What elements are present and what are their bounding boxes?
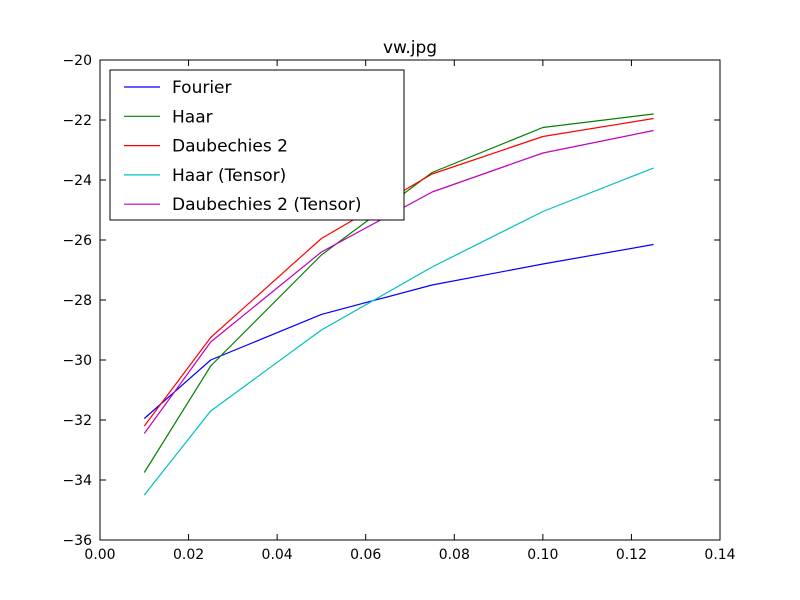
y-tick-label: −24 — [62, 173, 92, 189]
x-tick-label: 0.14 — [704, 547, 735, 563]
x-tick-label: 0.00 — [84, 547, 115, 563]
legend: Fourier Haar Daubechies 2 Haar (Tensor) Daub… — [109, 69, 405, 221]
x-tick-label: 0.08 — [439, 547, 470, 563]
legend-label-2: Haar — [172, 107, 213, 127]
legend-label-3: Daubechies 2 — [172, 137, 288, 157]
series-line-5 — [143, 129, 654, 434]
y-tick-label: −28 — [62, 293, 92, 309]
y-tick-label: −36 — [62, 533, 92, 549]
x-tick-label: 0.10 — [527, 547, 558, 563]
legend-label-4: Haar (Tensor) — [172, 166, 286, 186]
y-tick-label: −22 — [62, 113, 92, 129]
series-line-4 — [143, 167, 654, 496]
x-tick-label: 0.06 — [350, 547, 381, 563]
y-tick-label: −20 — [62, 53, 92, 69]
y-tick-label: −30 — [62, 353, 92, 369]
legend-label-1: Fourier — [172, 78, 232, 98]
x-axis: 0.00 0.02 0.04 0.06 0.08 0.10 0.12 0.14 — [84, 60, 736, 563]
y-tick-label: −32 — [62, 413, 92, 429]
y-tick-label: −34 — [62, 473, 92, 489]
y-axis: −20 −22 −24 −26 −28 −30 −32 −34 −36 — [62, 53, 720, 549]
x-tick-label: 0.12 — [616, 547, 647, 563]
x-tick-label: 0.02 — [173, 547, 204, 563]
legend-label-5: Daubechies 2 (Tensor) — [172, 195, 362, 215]
x-tick-label: 0.04 — [262, 547, 293, 563]
y-tick-label: −26 — [62, 233, 92, 249]
series-line-1 — [143, 243, 654, 419]
chart-title: vw.jpg — [383, 38, 437, 58]
